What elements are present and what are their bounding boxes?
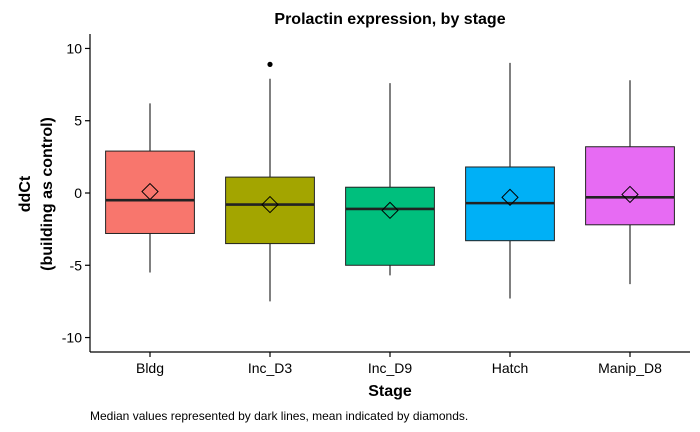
x-tick-label: Bldg <box>136 360 164 376</box>
x-axis-title: Stage <box>368 383 412 400</box>
y-tick-label: 5 <box>74 113 82 129</box>
x-tick-label: Inc_D3 <box>248 360 293 376</box>
mean-diamond-inc-d9 <box>381 201 399 220</box>
mean-diamond-inc-d3 <box>261 195 279 214</box>
y-axis-title: ddCt (building as control) <box>17 117 56 271</box>
x-tick-label: Inc_D9 <box>368 360 413 376</box>
y-axis-title-line-2: (building as control) <box>39 117 56 271</box>
y-tick-label: -5 <box>70 257 83 273</box>
plot-area: -10 -5 0 5 10 Bldg Inc_D3 Inc_D9 Hatch Manip_D8 <box>62 34 690 376</box>
mean-diamond-hatch <box>501 188 519 207</box>
chart-caption: Median values represented by dark lines,… <box>90 409 468 423</box>
chart-title: Prolactin expression, by stage <box>274 11 505 28</box>
x-tick-label: Manip_D8 <box>598 360 662 376</box>
y-axis-title-line-1: ddCt <box>17 175 34 212</box>
y-tick-label: 10 <box>66 40 82 56</box>
y-tick-label: 0 <box>74 185 82 201</box>
y-tick-label: -10 <box>62 330 82 346</box>
x-tick-label: Hatch <box>492 360 529 376</box>
mean-diamond-bldg <box>141 182 159 201</box>
box-inc-d3 <box>225 176 315 245</box>
box-inc-d9 <box>345 186 435 266</box>
box-bldg <box>105 150 195 234</box>
outlier-point-inc-d3 <box>267 61 273 67</box>
mean-diamond-manip-d8 <box>621 185 639 204</box>
